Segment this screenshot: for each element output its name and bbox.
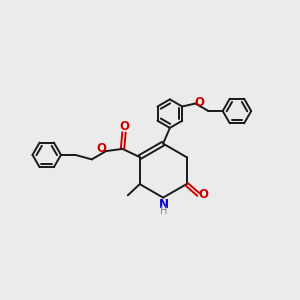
Text: H: H [160,206,168,216]
Text: O: O [119,120,129,133]
Text: O: O [199,188,209,201]
Text: N: N [159,198,169,211]
Text: O: O [195,95,205,109]
Text: O: O [96,142,106,155]
